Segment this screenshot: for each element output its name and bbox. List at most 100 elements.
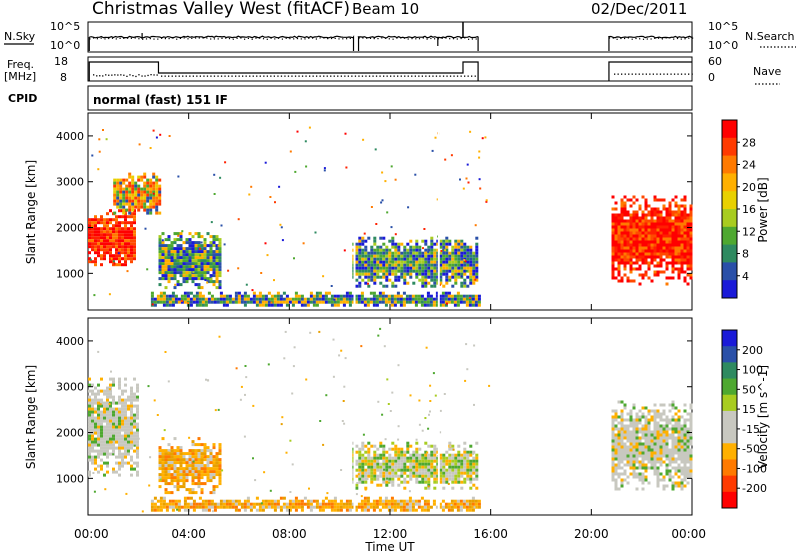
- heatmap-cell: [197, 265, 201, 269]
- heatmap-cell: [361, 269, 365, 273]
- heatmap-cell: [677, 240, 681, 244]
- heatmap-cell: [650, 436, 654, 440]
- heatmap-cell: [475, 474, 479, 478]
- heatmap-cell: [412, 465, 416, 469]
- heatmap-cell: [638, 255, 642, 259]
- heatmap-cell: [644, 198, 648, 202]
- heatmap-cell: [177, 508, 181, 512]
- heatmap-cell: [451, 480, 455, 484]
- heatmap-cell: [647, 210, 651, 214]
- heatmap-cell: [647, 234, 651, 238]
- heatmap-cell: [130, 443, 133, 447]
- heatmap-cell: [222, 499, 226, 503]
- heatmap-cell: [340, 349, 343, 352]
- heatmap-cell: [161, 253, 165, 257]
- heatmap-cell: [644, 478, 648, 482]
- heatmap-cell: [92, 472, 95, 474]
- heatmap-cell: [442, 486, 446, 490]
- heatmap-cell: [170, 467, 174, 471]
- heatmap-cell: [382, 266, 386, 270]
- heatmap-cell: [477, 300, 481, 304]
- heatmap-cell: [201, 508, 205, 512]
- heatmap-cell: [421, 480, 425, 484]
- heatmap-cell: [122, 199, 126, 203]
- heatmap-cell: [433, 263, 437, 267]
- heatmap-cell: [478, 178, 481, 181]
- heatmap-cell: [683, 436, 687, 440]
- heatmap-cell: [680, 246, 684, 250]
- heatmap-cell: [478, 150, 481, 153]
- heatmap-cell: [188, 241, 192, 245]
- heatmap-cell: [460, 242, 464, 246]
- nave-dot: [435, 75, 438, 77]
- heatmap-cell: [88, 458, 91, 462]
- heatmap-cell: [209, 449, 213, 453]
- heatmap-cell: [436, 260, 440, 264]
- heatmap-cell: [415, 260, 419, 264]
- heatmap-cell: [665, 472, 669, 476]
- heatmap-cell: [475, 486, 479, 490]
- heatmap-cell: [647, 228, 651, 232]
- heatmap-cell: [370, 254, 374, 258]
- heatmap-cell: [106, 389, 109, 393]
- heatmap-cell: [638, 249, 642, 253]
- heatmap-cell: [623, 222, 627, 226]
- heatmap-cell: [370, 468, 374, 472]
- heatmap-cell: [385, 480, 389, 484]
- heatmap-cell: [415, 477, 419, 481]
- heatmap-cell: [252, 502, 256, 506]
- heatmap-cell: [689, 222, 693, 226]
- heatmap-cell: [647, 246, 651, 250]
- heatmap-cell: [245, 376, 248, 379]
- heatmap-cell: [152, 172, 156, 176]
- heatmap-cell: [472, 251, 476, 255]
- heatmap-cell: [623, 472, 627, 476]
- heatmap-cell: [161, 467, 165, 471]
- nave-dot: [397, 75, 399, 77]
- heatmap-cell: [689, 427, 693, 431]
- heatmap-cell: [641, 261, 645, 265]
- heatmap-cell: [358, 477, 362, 481]
- heatmap-cell: [134, 190, 138, 194]
- heatmap-cell: [370, 462, 374, 466]
- heatmap-cell: [629, 222, 633, 226]
- heatmap-cell: [309, 505, 313, 509]
- heatmap-cell: [397, 465, 401, 469]
- heatmap-cell: [638, 231, 642, 235]
- heatmap-cell: [201, 294, 205, 298]
- heatmap-cell: [156, 499, 160, 503]
- heatmap-cell: [653, 252, 657, 256]
- heatmap-cell: [130, 230, 133, 234]
- heatmap-cell: [97, 239, 100, 243]
- heatmap-cell: [632, 252, 636, 256]
- heatmap-cell: [159, 133, 162, 136]
- heatmap-cell: [442, 468, 446, 472]
- heatmap-cell: [195, 291, 199, 295]
- heatmap-cell: [106, 446, 109, 450]
- heatmap-cell: [677, 213, 681, 217]
- heatmap-cell: [614, 213, 618, 217]
- heatmap-cell: [456, 502, 460, 506]
- heatmap-cell: [97, 455, 100, 459]
- heatmap-cell: [130, 212, 133, 216]
- heatmap-cell: [215, 265, 219, 269]
- heatmap-cell: [656, 216, 660, 220]
- heatmap-cell: [465, 177, 468, 180]
- heatmap-cell: [143, 190, 147, 194]
- heatmap-cell: [133, 377, 136, 381]
- heatmap-cell: [665, 454, 669, 458]
- heatmap-cell: [388, 459, 392, 463]
- nsearch-dot: [468, 38, 470, 40]
- heatmap-cell: [106, 227, 109, 231]
- heatmap-cell: [215, 268, 219, 272]
- heatmap-cell: [671, 460, 675, 464]
- heatmap-cell: [406, 474, 410, 478]
- heatmap-cell: [200, 449, 204, 453]
- heatmap-cell: [632, 406, 636, 410]
- heatmap-cell: [469, 453, 473, 457]
- heatmap-cell: [466, 465, 470, 469]
- nave-dot: [617, 73, 619, 75]
- heatmap-cell: [155, 193, 159, 197]
- heatmap-cell: [170, 473, 174, 477]
- heatmap-cell: [427, 462, 431, 466]
